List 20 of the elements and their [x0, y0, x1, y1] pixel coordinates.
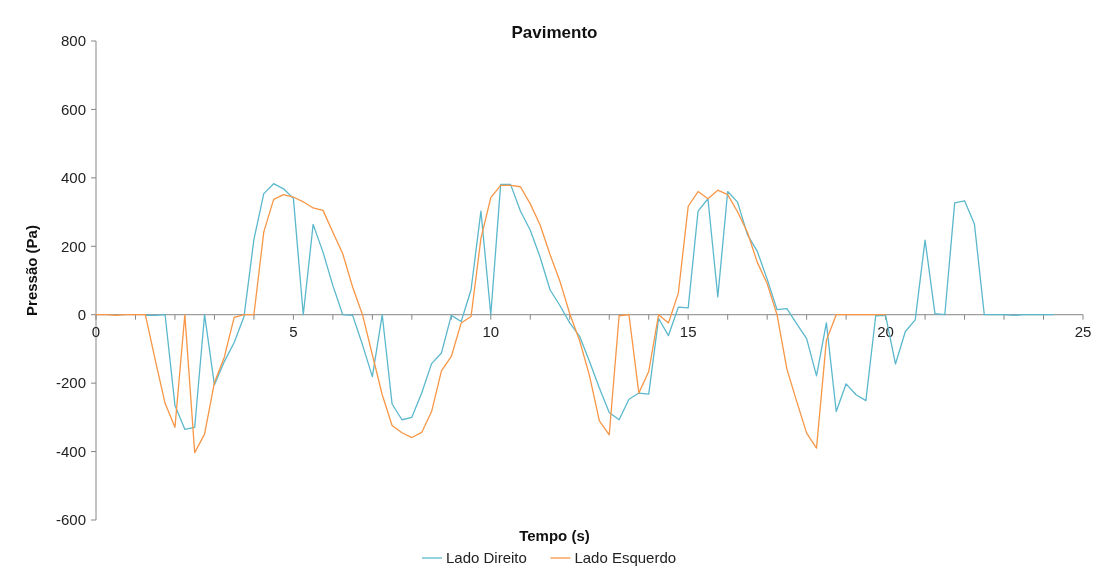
- x-tick-label: 20: [877, 322, 894, 340]
- x-axis-title: Tempo (s): [519, 527, 590, 544]
- y-tick-label: 0: [77, 305, 86, 323]
- x-tick-label: 10: [482, 322, 500, 340]
- chart-title: Pavimento: [511, 23, 598, 42]
- y-tick-label: 200: [60, 237, 86, 255]
- y-tick-label: -200: [55, 374, 86, 392]
- y-axis-title: Pressão (Pa): [23, 225, 40, 316]
- y-tick-label: -400: [55, 442, 86, 460]
- y-tick-label: 600: [60, 100, 86, 118]
- y-tick-label: 800: [60, 32, 86, 50]
- y-tick-label: 400: [60, 169, 86, 187]
- x-tick-label: 25: [1074, 322, 1092, 340]
- x-tick-label: 15: [679, 322, 697, 340]
- legend-label: Lado Direito: [446, 549, 527, 566]
- x-tick-label: 0: [91, 322, 101, 340]
- y-tick-label: -600: [55, 511, 86, 529]
- x-tick-label: 5: [289, 322, 298, 340]
- legend-label: Lado Esquerdo: [574, 549, 677, 566]
- line-series: [144, 183, 1055, 430]
